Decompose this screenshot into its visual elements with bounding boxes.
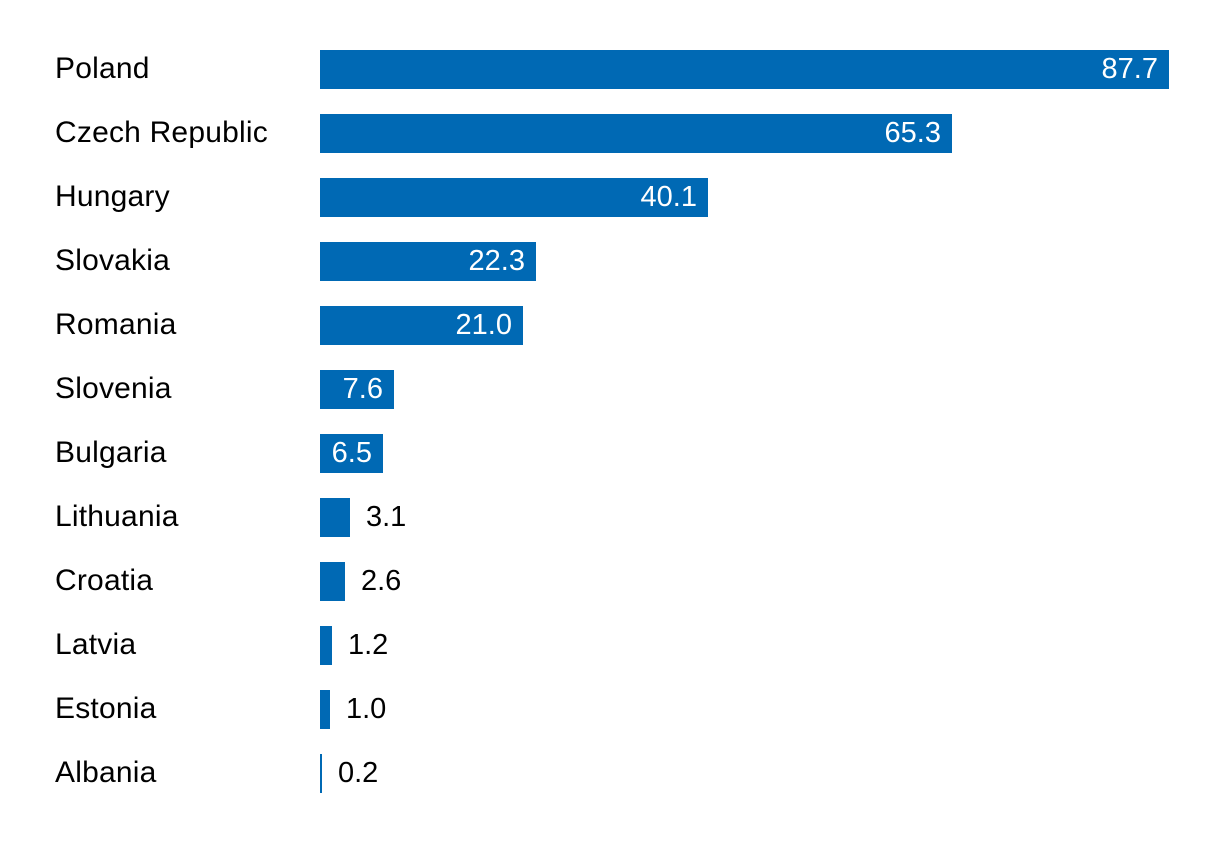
bar: 65.3 (320, 113, 952, 153)
value-label: 3.1 (366, 500, 407, 533)
chart-row: Poland 87.7 (0, 37, 1220, 101)
value-label: 1.2 (348, 628, 389, 661)
bar: 22.3 (320, 241, 536, 281)
bar-chart: Poland 87.7 Czech Republic 65.3 Hungary 40.1 S… (0, 37, 1220, 805)
bar-area: 21.0 (320, 305, 1220, 345)
value-label: 7.6 (342, 372, 383, 405)
bar (320, 497, 350, 537)
category-label: Latvia (55, 628, 137, 661)
bar-area: 2.6 (320, 561, 1220, 601)
bar-area: 6.5 (320, 433, 1220, 473)
bar (320, 625, 332, 665)
value-label: 87.7 (1101, 52, 1158, 85)
bar-area: 65.3 (320, 113, 1220, 153)
category-label: Slovenia (55, 372, 172, 405)
bar-area: 22.3 (320, 241, 1220, 281)
category-label: Romania (55, 308, 177, 341)
chart-row: Hungary 40.1 (0, 165, 1220, 229)
chart-row: Croatia 2.6 (0, 549, 1220, 613)
category-label: Czech Republic (55, 116, 268, 149)
chart-row: Czech Republic 65.3 (0, 101, 1220, 165)
chart-row: Slovakia 22.3 (0, 229, 1220, 293)
category-label: Albania (55, 756, 157, 789)
value-label: 1.0 (346, 692, 387, 725)
bar-area: 87.7 (320, 49, 1220, 89)
chart-row: Estonia 1.0 (0, 677, 1220, 741)
value-label: 22.3 (468, 244, 525, 277)
bar (320, 753, 322, 793)
bar-area: 0.2 (320, 753, 1220, 793)
bar: 21.0 (320, 305, 523, 345)
category-label: Bulgaria (55, 436, 167, 469)
category-label: Lithuania (55, 500, 179, 533)
value-label: 21.0 (455, 308, 512, 341)
bar: 40.1 (320, 177, 708, 217)
value-label: 0.2 (338, 756, 379, 789)
bar-area: 3.1 (320, 497, 1220, 537)
bar-area: 7.6 (320, 369, 1220, 409)
bar-area: 40.1 (320, 177, 1220, 217)
chart-row: Slovenia 7.6 (0, 357, 1220, 421)
bar-area: 1.2 (320, 625, 1220, 665)
chart-row: Lithuania 3.1 (0, 485, 1220, 549)
bar (320, 689, 330, 729)
chart-row: Bulgaria 6.5 (0, 421, 1220, 485)
chart-row: Albania 0.2 (0, 741, 1220, 805)
category-label: Slovakia (55, 244, 170, 277)
value-label: 65.3 (884, 116, 941, 149)
bar-area: 1.0 (320, 689, 1220, 729)
category-label: Estonia (55, 692, 157, 725)
value-label: 2.6 (361, 564, 402, 597)
value-label: 40.1 (640, 180, 697, 213)
category-label: Poland (55, 52, 150, 85)
chart-row: Romania 21.0 (0, 293, 1220, 357)
bar: 6.5 (320, 433, 383, 473)
bar: 87.7 (320, 49, 1169, 89)
category-label: Hungary (55, 180, 170, 213)
bar: 7.6 (320, 369, 394, 409)
category-label: Croatia (55, 564, 154, 597)
chart-row: Latvia 1.2 (0, 613, 1220, 677)
value-label: 6.5 (331, 436, 372, 469)
bar (320, 561, 345, 601)
